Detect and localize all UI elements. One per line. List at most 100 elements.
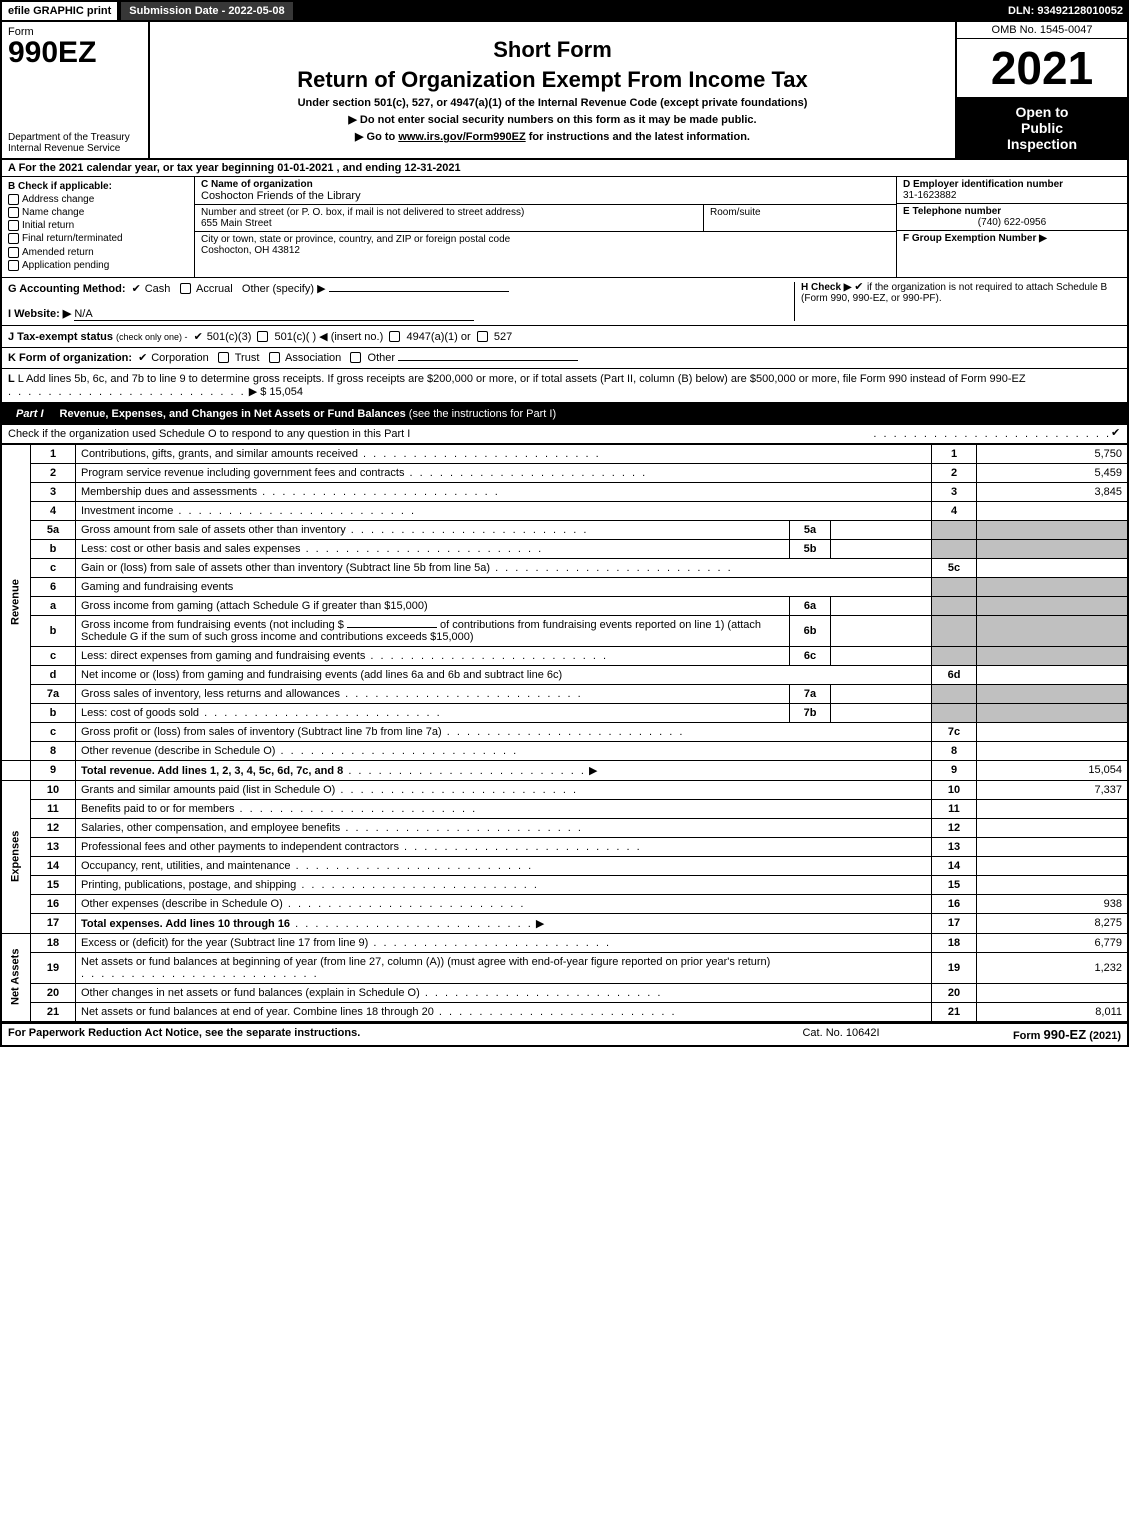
street-value: 655 Main Street: [201, 218, 697, 229]
table-row: 17 Total expenses. Add lines 10 through …: [1, 913, 1128, 933]
row-l: L L Add lines 5b, 6c, and 7b to line 9 t…: [0, 369, 1129, 403]
l4-num: 4: [31, 501, 76, 520]
room-label: Room/suite: [710, 207, 890, 218]
open-line1: Open to: [961, 104, 1123, 120]
street-cell: Number and street (or P. O. box, if mail…: [195, 205, 704, 231]
l6d-desc: Net income or (loss) from gaming and fun…: [81, 669, 562, 681]
g-label: G Accounting Method:: [8, 283, 126, 295]
form-number: 990EZ: [8, 38, 142, 68]
l17-num: 17: [31, 913, 76, 933]
l1-num: 1: [31, 444, 76, 463]
room-cell: Room/suite: [704, 205, 896, 231]
col-d-e-f: D Employer identification number 31-1623…: [896, 177, 1127, 277]
l19-num: 19: [31, 952, 76, 983]
table-row: 4 Investment income 4: [1, 501, 1128, 520]
l3-desc: Membership dues and assessments: [81, 486, 257, 498]
ein-label: D Employer identification number: [903, 179, 1121, 190]
tax-year: 2021: [957, 39, 1127, 98]
table-row: 20 Other changes in net assets or fund b…: [1, 983, 1128, 1002]
chk-association[interactable]: [269, 352, 280, 363]
chk-501c3[interactable]: [194, 332, 204, 342]
chk-amended-return[interactable]: Amended return: [8, 247, 188, 258]
l5c-col: 5c: [932, 558, 977, 577]
chk-trust[interactable]: [218, 352, 229, 363]
chk-name-change[interactable]: Name change: [8, 207, 188, 218]
header-center: Short Form Return of Organization Exempt…: [150, 22, 955, 158]
chk-address-change[interactable]: Address change: [8, 194, 188, 205]
under-section-text: Under section 501(c), 527, or 4947(a)(1)…: [156, 97, 949, 109]
chk-initial-return[interactable]: Initial return: [8, 220, 188, 231]
l6d-col: 6d: [932, 665, 977, 684]
chk-schedule-o[interactable]: [1111, 428, 1121, 438]
l7a-shade2: [977, 684, 1129, 703]
l6a-shade: [932, 596, 977, 615]
l6b-blank[interactable]: [347, 627, 437, 628]
chk-final-return[interactable]: Final return/terminated: [8, 233, 188, 244]
l20-num: 20: [31, 983, 76, 1002]
phone-block: E Telephone number (740) 622-0956: [897, 204, 1127, 231]
l5b-num: b: [31, 539, 76, 558]
chk-h[interactable]: [854, 282, 864, 292]
netassets-section-label: Net Assets: [1, 933, 31, 1021]
l8-val: [977, 741, 1129, 760]
row-k: K Form of organization: Corporation Trus…: [0, 348, 1129, 369]
l7a-num: 7a: [31, 684, 76, 703]
open-public-badge: Open to Public Inspection: [957, 98, 1127, 158]
k-other: Other: [368, 352, 396, 364]
j-note: (check only one) -: [116, 332, 188, 342]
col-b-header: B Check if applicable:: [8, 181, 188, 192]
table-row: a Gross income from gaming (attach Sched…: [1, 596, 1128, 615]
chk-527[interactable]: [477, 331, 488, 342]
l6-num: 6: [31, 577, 76, 596]
l19-col: 19: [932, 952, 977, 983]
l10-desc: Grants and similar amounts paid (list in…: [81, 784, 335, 796]
l7c-val: [977, 722, 1129, 741]
l6a-num: a: [31, 596, 76, 615]
table-row: 15 Printing, publications, postage, and …: [1, 875, 1128, 894]
l3-num: 3: [31, 482, 76, 501]
chk-4947[interactable]: [389, 331, 400, 342]
chk-501c[interactable]: [257, 331, 268, 342]
part1-label: Part I: [10, 406, 50, 422]
l14-desc: Occupancy, rent, utilities, and maintena…: [81, 860, 291, 872]
table-row: 11 Benefits paid to or for members 11: [1, 799, 1128, 818]
table-row: Revenue 1 Contributions, gifts, grants, …: [1, 444, 1128, 463]
goto-link[interactable]: ▶ Go to www.irs.gov/Form990EZ for instru…: [156, 130, 949, 143]
k-trust: Trust: [235, 352, 260, 364]
l8-col: 8: [932, 741, 977, 760]
chk-application-pending[interactable]: Application pending: [8, 260, 188, 271]
k-other-input[interactable]: [398, 360, 578, 361]
l2-desc: Program service revenue including govern…: [81, 467, 404, 479]
l13-desc: Professional fees and other payments to …: [81, 841, 399, 853]
j-4947: 4947(a)(1) or: [406, 331, 470, 343]
return-title: Return of Organization Exempt From Incom…: [156, 67, 949, 93]
l15-col: 15: [932, 875, 977, 894]
no-ssn-warning: ▶ Do not enter social security numbers o…: [156, 113, 949, 126]
l12-num: 12: [31, 818, 76, 837]
l21-num: 21: [31, 1002, 76, 1021]
l1-col: 1: [932, 444, 977, 463]
city-label: City or town, state or province, country…: [201, 234, 890, 245]
l19-desc: Net assets or fund balances at beginning…: [81, 956, 770, 968]
irs-url[interactable]: www.irs.gov/Form990EZ: [398, 131, 525, 143]
chk-cash[interactable]: [132, 284, 142, 294]
g-other-input[interactable]: [329, 291, 509, 292]
chk-other-org[interactable]: [350, 352, 361, 363]
row-h: H Check ▶ if the organization is not req…: [794, 282, 1121, 321]
revenue-section-label: Revenue: [1, 444, 31, 760]
g-accrual: Accrual: [196, 283, 233, 295]
chk-corporation[interactable]: [138, 353, 148, 363]
l5c-desc: Gain or (loss) from sale of assets other…: [81, 562, 490, 574]
group-exemption-block: F Group Exemption Number ▶: [897, 231, 1127, 246]
l5a-desc: Gross amount from sale of assets other t…: [81, 524, 346, 536]
l6-shade2: [977, 577, 1129, 596]
table-row: c Gross profit or (loss) from sales of i…: [1, 722, 1128, 741]
l21-val: 8,011: [977, 1002, 1129, 1021]
l7b-shade: [932, 703, 977, 722]
l10-val: 7,337: [977, 780, 1129, 799]
efile-print-button[interactable]: efile GRAPHIC print: [0, 0, 119, 20]
l16-val: 938: [977, 894, 1129, 913]
chk-accrual[interactable]: [180, 283, 191, 294]
lines-table: Revenue 1 Contributions, gifts, grants, …: [0, 444, 1129, 1022]
l8-num: 8: [31, 741, 76, 760]
